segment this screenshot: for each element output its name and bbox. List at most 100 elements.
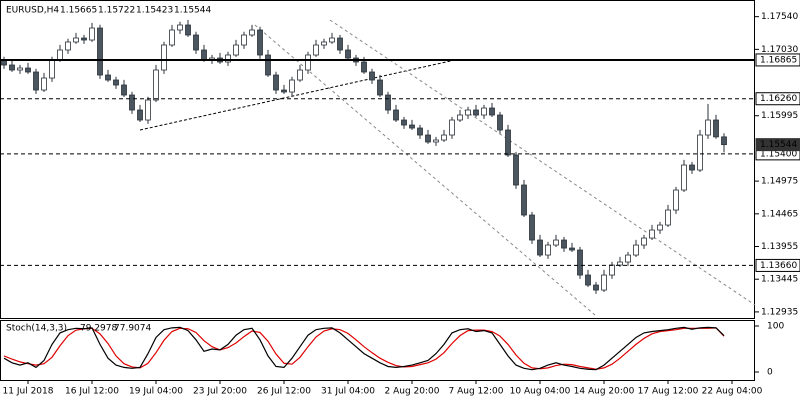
candle-body [17,67,23,71]
candle-body [433,139,439,143]
y-tick-label: 1.12935 [761,307,798,317]
candle-body [417,127,423,136]
trend-line [139,59,456,131]
level-label: 1.16260 [760,94,797,104]
ohlc-high: 1.15722 [98,6,135,16]
y-tick-label: 1.14975 [761,177,798,187]
candle-body [633,244,639,256]
x-tick-label: 19 Jul 04:00 [129,387,183,397]
candle-body [721,136,727,146]
candle-body [489,107,495,116]
candle-body [241,34,247,46]
candle-body [281,89,287,93]
candle-body [25,67,31,73]
channel-line [329,19,756,306]
indicator-tick-label: 100 [767,322,784,332]
x-tick-label: 11 Jul 2018 [3,387,54,397]
level-label: 1.13660 [760,261,797,271]
candle-body [441,134,447,141]
candle-body [457,114,463,121]
candle-body [185,24,191,36]
candle-body [129,94,135,111]
candle-body [521,184,527,216]
indicator-line [3,326,725,371]
candle-body [449,119,455,136]
candle-body [561,239,567,249]
x-tick-label: 22 Aug 04:00 [702,387,763,397]
candle-body [705,119,711,136]
x-tick-label: 23 Jul 20:00 [193,387,247,397]
indicator-signal-value: 77.9074 [114,324,151,334]
level-label: 1.16865 [760,55,797,65]
candle-body [297,69,303,81]
candle-body [617,261,623,266]
candle-body [169,29,175,46]
candle-body [153,69,159,101]
candle-body [713,119,719,138]
candle-body [265,54,271,76]
candle-body [41,77,47,91]
marks: 1.17540 1.17030 1.15995 1.14975 1.14465 1.139… [0,12,800,397]
candle-body [89,27,95,41]
x-tick-label: 17 Aug 12:00 [638,387,699,397]
candle-body [257,29,263,56]
candle-body [329,37,335,43]
candle-body [201,49,207,61]
candle-body [529,214,535,241]
candle-body [177,24,183,31]
price-label: 1.15544 [760,140,797,150]
candle-body [249,29,255,36]
candle-body [481,107,487,116]
candle-body [625,254,631,263]
x-tick-label: 31 Jul 04:00 [321,387,375,397]
candle-body [113,79,119,86]
candle-body [505,129,511,156]
candle-body [137,109,143,121]
candle-body [609,264,615,276]
ohlc-close: 1.15544 [174,6,211,16]
x-tick-label: 26 Jul 12:00 [257,387,311,397]
candle-body [233,44,239,56]
candle-body [97,27,103,76]
y-tick-label: 1.13445 [761,275,798,285]
candle-body [473,109,479,116]
candle-body [577,249,583,276]
price-label-box [755,138,800,152]
candle-body [57,49,63,61]
indicator-tick-label: 0 [767,368,773,378]
candle-body [145,99,151,121]
y-tick-label: 1.17540 [761,12,798,22]
candle-body [697,134,703,171]
y-tick-label: 1.14465 [761,209,798,219]
ohlc-low: 1.15423 [136,6,173,16]
indicator-main-value: 79.2978 [80,324,117,334]
level-label-box [755,53,800,67]
candle-body [593,284,599,291]
indicator-title: Stoch(14,3,3) [6,324,67,334]
candle-body [601,274,607,291]
candle-body [289,79,295,93]
candle-body [337,37,343,51]
candle-body [225,54,231,63]
candle-body [105,74,111,81]
candle-body [689,164,695,171]
symbol: EURUSD,H4 [6,6,59,16]
candle-body [513,154,519,186]
candle-body [641,237,647,246]
candle-body [161,44,167,71]
candle-body [305,54,311,71]
x-tick-label: 14 Aug 20:00 [574,387,635,397]
candle-body [585,274,591,286]
candle-body [193,34,199,51]
candle-body [681,164,687,191]
x-tick-label: 7 Aug 12:00 [449,387,504,397]
candle-body [657,224,663,231]
x-tick-label: 16 Jul 12:00 [65,387,119,397]
candle-body [425,134,431,143]
candle-body [553,239,559,246]
candle-body [569,247,575,251]
channel-line [254,24,596,316]
candle-body [9,64,15,71]
x-tick-label: 2 Aug 20:00 [385,387,440,397]
x-tick-label: 10 Aug 04:00 [510,387,571,397]
